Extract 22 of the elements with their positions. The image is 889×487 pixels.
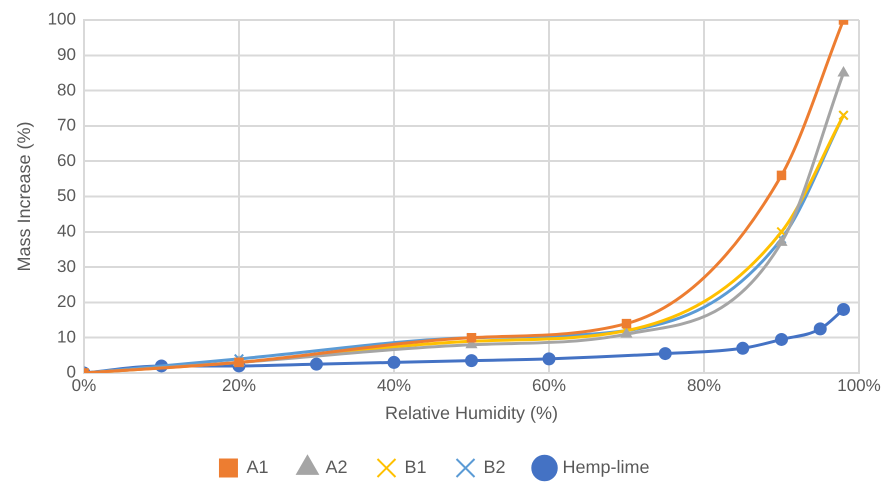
- x-tick-label: 60%: [532, 376, 566, 395]
- x-axis-title: Relative Humidity (%): [384, 403, 558, 424]
- x-tick-label: 80%: [686, 376, 722, 395]
- legend-label: A2: [325, 456, 348, 477]
- y-tick-label: 70: [57, 116, 76, 135]
- x-tick-label: 20%: [222, 376, 256, 395]
- x-tick-label: 100%: [837, 376, 881, 395]
- y-tick-label: 20: [57, 292, 76, 312]
- y-tick-label: 80: [57, 80, 76, 100]
- y-tick-label: 30: [57, 256, 76, 276]
- y-tick-label: 50: [57, 186, 76, 206]
- y-tick-label: 100: [48, 10, 76, 29]
- y-tick-label: 60: [57, 150, 76, 170]
- y-tick-label: 90: [57, 44, 76, 64]
- legend-label: A1: [246, 456, 268, 477]
- legend-label: B2: [484, 456, 506, 477]
- legend-label: B1: [404, 456, 427, 477]
- legend-label: Hemp-lime: [562, 456, 650, 477]
- y-tick-label: 40: [57, 221, 76, 240]
- x-tick-label: 40%: [376, 376, 411, 395]
- y-tick-label: 10: [57, 327, 76, 346]
- y-axis-title: Mass Increase (%): [14, 121, 34, 272]
